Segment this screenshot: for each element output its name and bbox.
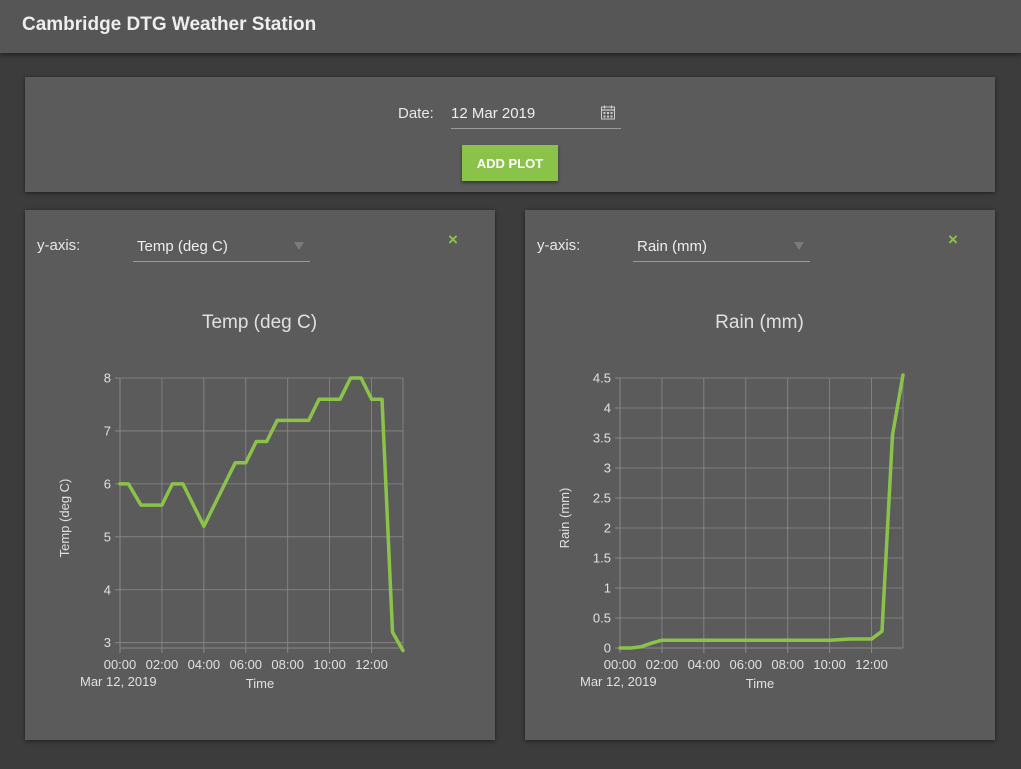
y-tick-label: 2: [604, 521, 611, 536]
y-tick-label: 4: [604, 401, 611, 416]
plot-card-rain: y-axis: Rain (mm) × Rain (mm) 0 0.5 1 1.5 2 2.…: [525, 210, 995, 740]
x-tick-label: 02:00: [146, 657, 179, 672]
y-axis-select[interactable]: Temp (deg C): [133, 232, 310, 262]
y-tick-label: 2.5: [593, 491, 611, 506]
x-tick-label: 06:00: [730, 657, 763, 672]
caret-down-icon: [794, 242, 804, 250]
series-line: [618, 373, 905, 650]
x-tick-label: 08:00: [771, 657, 804, 672]
date-label: Date:: [398, 105, 434, 122]
x-tick-label: 10:00: [313, 657, 346, 672]
close-plot-button[interactable]: ×: [448, 230, 458, 249]
x-tick-label: 00:00: [604, 657, 637, 672]
y-tick-label: 8: [104, 371, 111, 386]
y-tick-label: 3.5: [593, 431, 611, 446]
x-tick-label: 10:00: [813, 657, 846, 672]
plot-card-temp: y-axis: Temp (deg C) × Temp (deg C) 3 4 5 6 7…: [25, 210, 495, 740]
x-date-label: Mar 12, 2019: [80, 674, 157, 689]
x-date-label: Mar 12, 2019: [580, 674, 657, 689]
y-axis-title: Temp (deg C): [57, 479, 72, 558]
x-tick-label: 06:00: [230, 657, 263, 672]
y-tick-label: 7: [104, 423, 111, 438]
y-tick-label: 4: [104, 582, 111, 597]
chart-title: Rain (mm): [715, 312, 804, 333]
date-value: 12 Mar 2019: [451, 105, 536, 122]
y-tick-label: 5: [104, 529, 111, 544]
rain-chart: Rain (mm) 0 0.5 1 1.5 2 2.5 3 3.5 4 4.5 00:00 02:00 0…: [557, 312, 905, 691]
caret-down-icon: [294, 242, 304, 250]
y-tick-label: 1: [604, 581, 611, 596]
x-tick-label: 12:00: [855, 657, 888, 672]
y-axis-select[interactable]: Rain (mm): [633, 232, 810, 262]
x-axis-title: Time: [746, 676, 774, 691]
controls-card: Date: 12 Mar 2019 ADD PLOT: [25, 77, 995, 192]
x-axis-title: Time: [246, 676, 274, 691]
y-tick-label: 6: [104, 476, 111, 491]
y-axis-label: y-axis:: [537, 237, 581, 254]
x-tick-label: 04:00: [188, 657, 221, 672]
series-line: [118, 376, 405, 653]
x-tick-label: 08:00: [271, 657, 304, 672]
x-tick-label: 04:00: [688, 657, 721, 672]
y-tick-label: 4.5: [593, 371, 611, 386]
close-plot-button[interactable]: ×: [948, 230, 958, 249]
y-axis-selected-value: Rain (mm): [637, 238, 707, 255]
x-tick-label: 02:00: [646, 657, 679, 672]
y-axis-selected-value: Temp (deg C): [137, 238, 228, 255]
calendar-icon[interactable]: [601, 105, 615, 120]
y-tick-label: 3: [604, 461, 611, 476]
y-tick-label: 0: [604, 641, 611, 656]
y-tick-label: 3: [104, 635, 111, 650]
chart-title: Temp (deg C): [202, 312, 317, 333]
y-axis-title: Rain (mm): [557, 488, 572, 549]
add-plot-button[interactable]: ADD PLOT: [462, 145, 558, 181]
y-tick-label: 1.5: [593, 551, 611, 566]
temp-chart: Temp (deg C) 3 4 5 6 7 8 00:00 02:00 04:00 06:00 08…: [57, 312, 405, 691]
x-tick-label: 12:00: [355, 657, 388, 672]
y-tick-label: 0.5: [593, 611, 611, 626]
app-bar: Cambridge DTG Weather Station: [0, 0, 1021, 53]
y-axis-label: y-axis:: [37, 237, 81, 254]
date-input[interactable]: 12 Mar 2019: [451, 99, 621, 129]
app-title: Cambridge DTG Weather Station: [22, 14, 317, 35]
x-tick-label: 00:00: [104, 657, 137, 672]
